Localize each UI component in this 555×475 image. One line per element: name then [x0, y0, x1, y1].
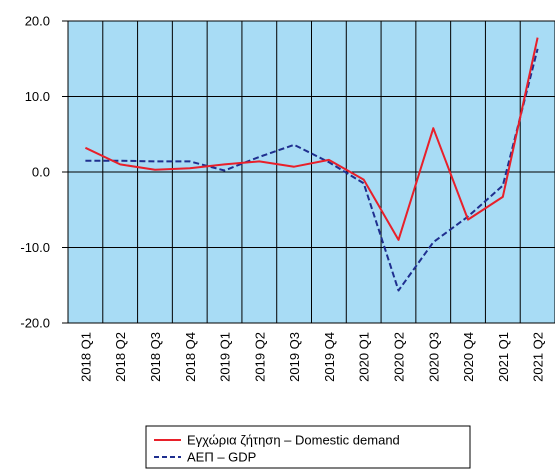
series-lines: [84, 37, 539, 292]
x-tick-label: 2020 Q2: [391, 332, 406, 382]
series-line-gdp: [85, 48, 539, 292]
y-axis-ticks: 20.0 10.0 0.0 -10.0 -20.0: [20, 14, 50, 331]
legend-label-gdp: ΑΕΠ – GDP: [187, 450, 256, 465]
x-tick-label: 2019 Q4: [322, 332, 337, 382]
x-tick-label: 2019 Q2: [252, 332, 267, 382]
x-tick-label: 2018 Q1: [78, 332, 93, 382]
x-axis-ticks: 2018 Q1 2018 Q2 2018 Q3 2018 Q4 2019 Q1 2019 …: [78, 332, 545, 382]
y-tick-label: -10.0: [20, 240, 50, 255]
x-tick-label: 2019 Q3: [287, 332, 302, 382]
y-tick-label: 0.0: [32, 165, 50, 180]
series-line-domestic-demand: [84, 37, 539, 241]
horizontal-gridlines: [62, 20, 555, 324]
legend-label-domestic-demand: Εγχώρια ζήτηση – Domestic demand: [187, 433, 400, 448]
x-tick-label: 2018 Q4: [183, 332, 198, 382]
x-tick-label: 2020 Q3: [426, 332, 441, 382]
x-tick-label: 2018 Q3: [148, 332, 163, 382]
legend-box: [145, 425, 471, 469]
legend: Εγχώρια ζήτηση – Domestic demand ΑΕΠ – G…: [145, 425, 471, 469]
y-tick-label: 10.0: [25, 89, 50, 104]
y-tick-label: -20.0: [20, 316, 50, 331]
x-tick-label: 2021 Q1: [496, 332, 511, 382]
x-tick-label: 2019 Q1: [218, 332, 233, 382]
x-tick-label: 2020 Q4: [461, 332, 476, 382]
x-tick-label: 2021 Q2: [531, 332, 546, 382]
y-tick-label: 20.0: [25, 14, 50, 29]
x-tick-label: 2020 Q1: [357, 332, 372, 382]
x-tick-label: 2018 Q2: [113, 332, 128, 382]
